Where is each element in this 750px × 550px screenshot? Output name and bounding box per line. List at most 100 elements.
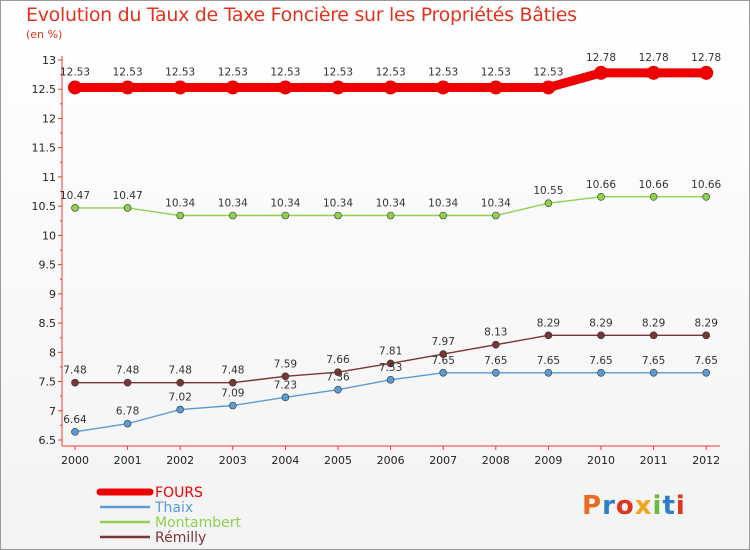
- data-point-montambert: [386, 211, 395, 220]
- data-point-r-milly: [123, 378, 132, 387]
- data-point-thaix: [123, 419, 132, 428]
- x-tick-label: 2002: [166, 454, 194, 467]
- y-tick-label: 7.5: [39, 376, 57, 389]
- chart-subtitle: (en %): [26, 28, 63, 41]
- data-point-r-milly: [229, 378, 237, 387]
- data-point-montambert: [702, 193, 711, 201]
- data-point-r-milly: [491, 340, 500, 349]
- data-point-thaix: [71, 428, 79, 436]
- x-tick-label: 2006: [377, 454, 405, 467]
- data-point-fours: [173, 80, 188, 95]
- data-point-fours: [646, 65, 661, 80]
- data-label-thaix: 7.36: [326, 372, 350, 384]
- logo-letter: r: [602, 491, 616, 521]
- data-point-fours: [68, 80, 82, 95]
- y-tick-label: 7: [49, 405, 56, 418]
- data-label-montambert: 10.55: [533, 185, 563, 197]
- data-label-montambert: 10.47: [113, 190, 143, 202]
- data-label-r-milly: 7.59: [274, 358, 297, 370]
- proxiti-logo: Proxiti: [582, 491, 686, 521]
- data-point-fours: [594, 65, 608, 80]
- data-point-r-milly: [439, 350, 448, 358]
- data-point-montambert: [597, 193, 605, 201]
- data-label-thaix: 7.23: [274, 379, 297, 391]
- data-label-montambert: 10.34: [323, 198, 353, 210]
- data-point-fours: [488, 80, 503, 95]
- data-point-fours: [278, 80, 293, 95]
- data-label-r-milly: 7.48: [169, 365, 192, 377]
- data-label-thaix: 7.65: [695, 355, 718, 367]
- y-tick-label: 9.5: [39, 259, 57, 272]
- y-tick-label: 13: [42, 54, 56, 67]
- data-label-montambert: 10.66: [639, 179, 669, 191]
- y-tick-label: 11: [42, 171, 56, 184]
- data-label-montambert: 10.66: [586, 179, 616, 191]
- data-label-fours: 12.53: [165, 66, 195, 78]
- data-label-thaix: 7.65: [642, 355, 665, 367]
- data-point-thaix: [597, 368, 605, 377]
- data-point-r-milly: [597, 331, 605, 340]
- logo-letter: P: [582, 491, 603, 521]
- data-point-thaix: [281, 393, 290, 402]
- data-label-montambert: 10.34: [428, 198, 458, 210]
- data-point-fours: [699, 65, 714, 80]
- data-label-thaix: 7.53: [379, 362, 402, 374]
- data-label-fours: 12.78: [691, 52, 721, 64]
- data-label-montambert: 10.47: [60, 190, 90, 202]
- data-label-fours: 12.53: [60, 66, 90, 78]
- data-label-fours: 12.53: [270, 66, 300, 78]
- data-label-montambert: 10.34: [165, 198, 195, 210]
- data-point-montambert: [229, 211, 237, 220]
- logo-letter: t: [662, 491, 676, 521]
- data-point-montambert: [176, 211, 184, 220]
- legend-label-thaix: Thaix: [154, 500, 193, 516]
- data-label-thaix: 6.78: [116, 406, 139, 418]
- legend-label-fours: FOURS: [155, 485, 203, 501]
- legend-label-r-milly: Rémilly: [155, 530, 206, 546]
- data-point-montambert: [281, 211, 290, 220]
- data-point-montambert: [71, 204, 79, 212]
- data-label-thaix: 6.64: [63, 414, 87, 426]
- data-point-thaix: [702, 368, 711, 377]
- data-point-thaix: [386, 375, 395, 384]
- data-point-montambert: [649, 193, 658, 201]
- x-tick-label: 2007: [429, 454, 457, 467]
- x-tick-label: 2008: [482, 454, 510, 467]
- data-label-r-milly: 7.48: [221, 365, 244, 377]
- data-point-montambert: [544, 199, 553, 208]
- data-point-r-milly: [649, 331, 658, 340]
- data-point-montambert: [123, 204, 132, 212]
- y-tick-label: 10: [42, 229, 56, 242]
- data-point-r-milly: [386, 359, 395, 368]
- data-point-fours: [541, 80, 556, 95]
- data-point-thaix: [229, 401, 237, 410]
- legend-label-montambert: Montambert: [155, 515, 241, 531]
- logo-letter: o: [615, 491, 635, 521]
- data-point-fours: [331, 80, 345, 95]
- data-label-r-milly: 7.97: [432, 336, 455, 348]
- y-tick-label: 10.5: [32, 200, 57, 213]
- data-point-montambert: [334, 211, 342, 220]
- data-label-r-milly: 8.29: [642, 317, 665, 329]
- x-tick-label: 2009: [534, 454, 562, 467]
- data-point-r-milly: [334, 368, 342, 376]
- data-point-thaix: [649, 368, 658, 377]
- y-tick-label: 8: [49, 346, 56, 359]
- data-label-thaix: 7.65: [537, 355, 560, 367]
- data-label-fours: 12.78: [639, 52, 669, 64]
- data-label-montambert: 10.34: [270, 198, 300, 210]
- data-point-thaix: [439, 368, 448, 377]
- data-label-montambert: 10.34: [481, 198, 511, 210]
- data-label-thaix: 7.65: [484, 355, 507, 367]
- data-label-thaix: 7.02: [169, 392, 192, 404]
- data-label-r-milly: 8.29: [695, 317, 718, 329]
- y-tick-label: 12.5: [32, 83, 57, 96]
- data-label-r-milly: 8.13: [484, 327, 507, 339]
- x-tick-label: 2000: [61, 454, 89, 467]
- data-point-fours: [120, 80, 135, 95]
- data-label-fours: 12.53: [533, 66, 563, 78]
- y-tick-label: 9: [49, 288, 56, 301]
- data-point-r-milly: [702, 331, 711, 340]
- data-label-thaix: 7.09: [221, 388, 244, 400]
